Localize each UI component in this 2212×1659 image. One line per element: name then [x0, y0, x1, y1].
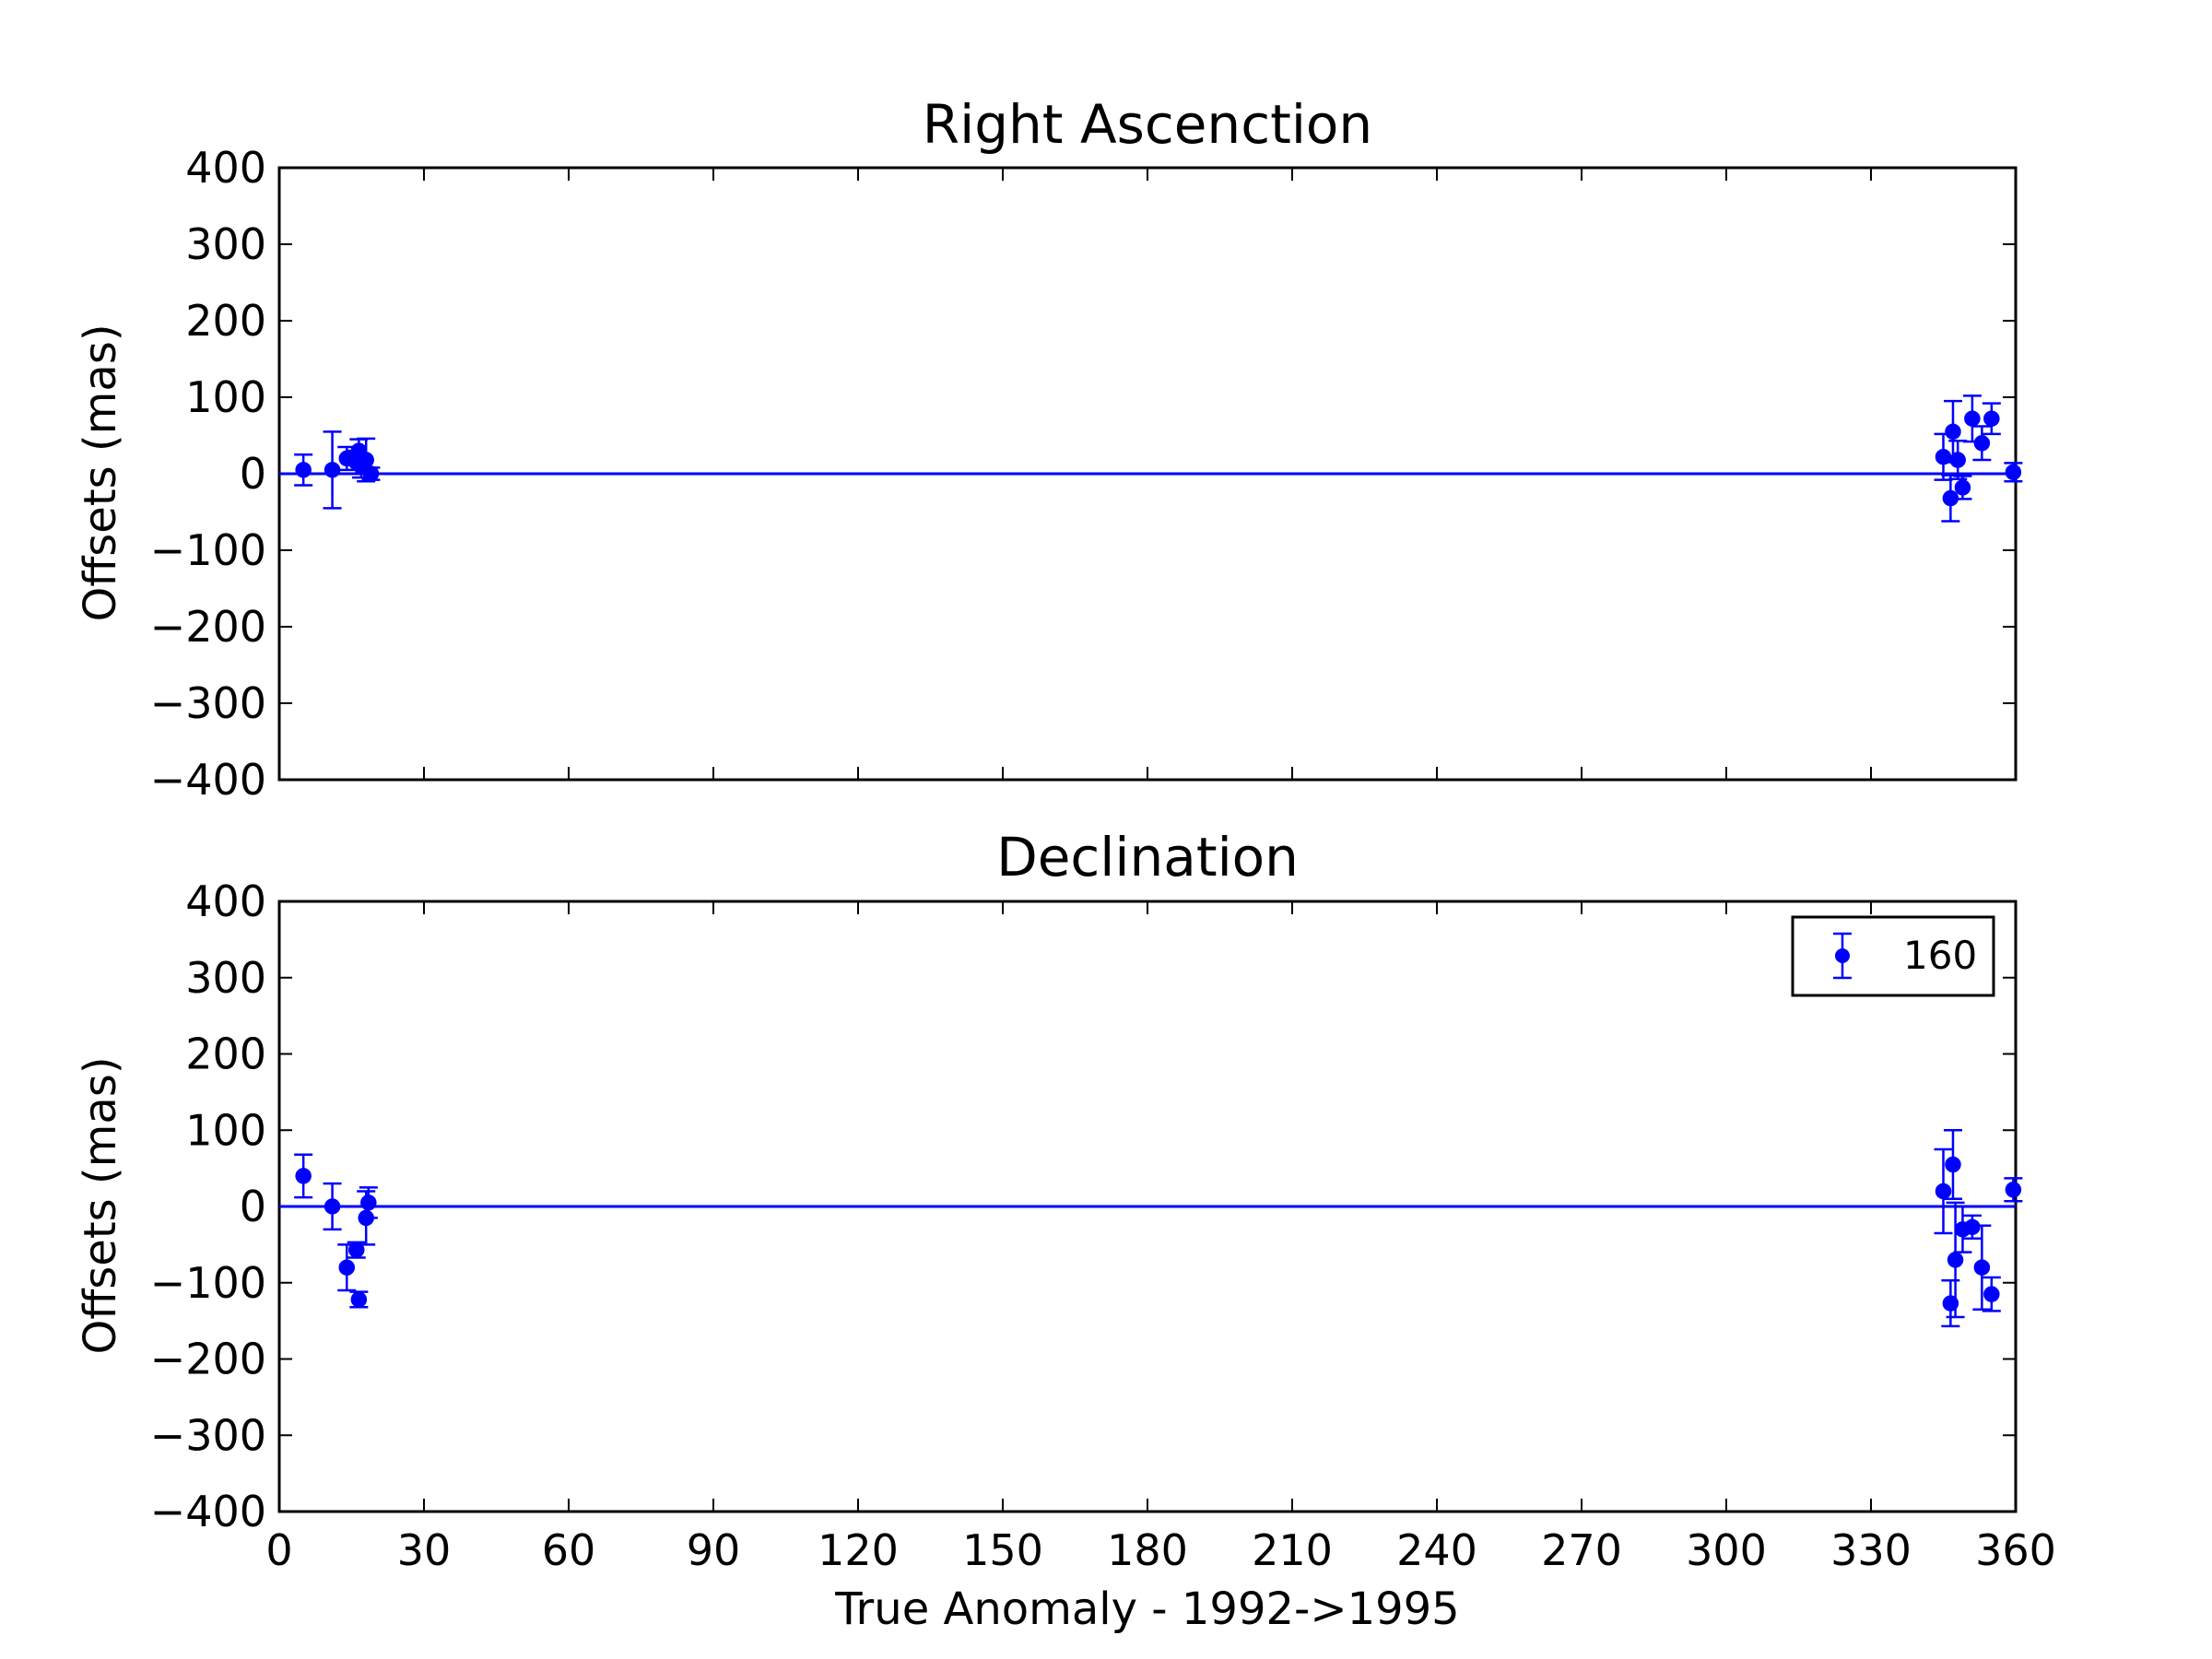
dec-xtick-label: 360 — [1975, 1525, 2056, 1575]
ra-ytick-label: −100 — [150, 525, 266, 575]
dec-data-point — [350, 1291, 368, 1308]
x-axis-label: True Anomaly - 1992->1995 — [834, 1583, 1459, 1635]
legend: 160 — [1791, 915, 1995, 997]
right-ascension-title: Right Ascenction — [923, 93, 1372, 156]
dec-ytick-label: 200 — [185, 1030, 266, 1079]
ra-data-point — [358, 452, 374, 468]
ra-data-point — [324, 462, 341, 478]
ra-ytick-label: 100 — [185, 372, 266, 422]
ra-data-point — [362, 465, 380, 482]
ra-data-point — [1973, 435, 1991, 452]
dec-data-point — [324, 1198, 341, 1215]
dec-data-point — [1947, 1252, 1964, 1268]
dec-ytick-label: −300 — [150, 1410, 266, 1460]
dec-data-point — [1945, 1156, 1961, 1173]
dec-xtick-label: 180 — [1107, 1525, 1188, 1575]
dec-ytick-label: 0 — [240, 1182, 266, 1231]
ra-data-point — [1945, 423, 1961, 441]
right-ascension-ylabel: Offsets (mas) — [75, 324, 126, 621]
right-ascension-subplot: Right Ascenction Offsets (mas) 400 300 200… — [75, 93, 2023, 805]
dec-xtick-label: 210 — [1252, 1525, 1333, 1575]
dec-data-point — [1983, 1286, 2000, 1302]
ra-ytick-label: 400 — [185, 143, 266, 193]
ra-ytick-label: 200 — [185, 296, 266, 346]
legend-point — [1835, 948, 1850, 963]
dec-ytick-label: −200 — [150, 1335, 266, 1384]
ra-data-point — [1954, 479, 1971, 496]
dec-xtick-label: 330 — [1830, 1525, 1912, 1575]
dec-ytick-label: −100 — [150, 1258, 266, 1308]
dec-xtick-label: 0 — [265, 1525, 292, 1575]
dec-ytick-label: 100 — [185, 1105, 266, 1155]
ra-ytick-label: 0 — [240, 449, 266, 499]
dec-data-point — [338, 1259, 356, 1276]
dec-data-point — [347, 1241, 365, 1258]
dec-xtick-label: 120 — [818, 1525, 899, 1575]
ra-ytick-label: 300 — [185, 219, 266, 269]
ra-data-point — [1949, 452, 1966, 468]
dec-data-point — [1935, 1182, 1952, 1200]
ra-ytick-label: −400 — [150, 755, 266, 805]
dec-xtick-label: 270 — [1541, 1525, 1622, 1575]
dec-xtick-label: 60 — [542, 1525, 596, 1575]
ra-data-point — [1983, 410, 2000, 427]
dec-xtick-label: 300 — [1686, 1525, 1767, 1575]
ra-data-point — [1964, 410, 1981, 427]
dec-data-point — [1964, 1218, 1981, 1236]
ra-data-point — [2005, 464, 2022, 481]
legend-box — [1791, 915, 1995, 997]
dec-ytick-label: 300 — [185, 953, 266, 1003]
ra-data-point — [295, 462, 312, 478]
legend-marker-160 — [1833, 932, 1852, 980]
ra-ytick-label: −200 — [150, 602, 266, 652]
legend-label-160: 160 — [1903, 933, 1977, 978]
ra-ytick-label: −300 — [150, 678, 266, 728]
declination-title: Declination — [996, 826, 1299, 888]
dec-xtick-label: 240 — [1396, 1525, 1477, 1575]
dec-xtick-label: 30 — [397, 1525, 452, 1575]
dec-ytick-label: −400 — [150, 1487, 266, 1536]
dec-xtick-label: 90 — [687, 1525, 741, 1575]
dec-data-point — [1973, 1259, 1991, 1276]
dec-data-point — [295, 1168, 312, 1184]
dec-data-point — [360, 1194, 377, 1211]
dec-ytick-label: 400 — [185, 877, 266, 926]
right-ascension-plot-area: 400 300 200 100 0 −100 −200 −300 −400 — [150, 143, 2023, 805]
declination-ylabel: Offsets (mas) — [75, 1056, 126, 1354]
dec-xtick-label: 150 — [962, 1525, 1043, 1575]
declination-plot-area: 0 30 60 90 120 150 180 210 240 270 300 330 360 400 300… — [150, 877, 2056, 1575]
declination-subplot: Declination Offsets (mas) 0 30 60 90 120 150 1… — [75, 826, 2056, 1575]
dec-data-point — [2005, 1182, 2022, 1198]
